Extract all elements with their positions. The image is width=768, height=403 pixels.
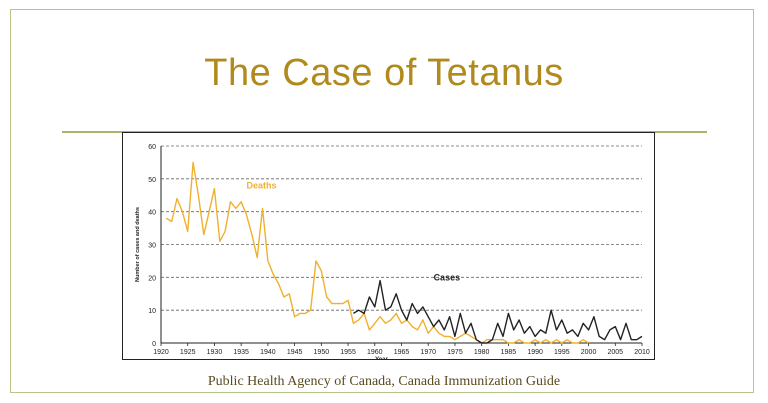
x-tick-label: 1975: [447, 349, 463, 356]
y-tick-label: 10: [148, 308, 156, 315]
y-tick-label: 50: [148, 177, 156, 184]
x-tick-label: 1935: [233, 349, 249, 356]
x-tick-label: 1990: [527, 349, 543, 356]
y-tick-label: 0: [152, 341, 156, 348]
x-tick-label: 1980: [474, 349, 490, 356]
x-tick-label: 1925: [180, 349, 196, 356]
x-tick-label: 1955: [340, 349, 356, 356]
x-tick-label: 1985: [501, 349, 517, 356]
y-axis-label: Number of cases and deaths: [135, 207, 141, 282]
series-label-deaths: Deaths: [247, 181, 277, 191]
x-tick-label: 2010: [634, 349, 650, 356]
x-tick-label: 1960: [367, 349, 383, 356]
y-tick-label: 40: [148, 210, 156, 217]
y-tick-label: 60: [148, 144, 156, 151]
source-citation: Public Health Agency of Canada, Canada I…: [207, 374, 561, 389]
x-tick-label: 1940: [260, 349, 276, 356]
chart-panel: 0 10 20 30 40 50 60 1920 1925 1930 1935 1940 1945 195…: [122, 132, 655, 363]
series-line-deaths: [165, 161, 589, 344]
slide-title: The Case of Tetanus: [204, 52, 564, 94]
x-axis-label: Year: [375, 357, 388, 359]
x-tick-label: 2005: [607, 349, 623, 356]
slide-frame: [10, 9, 754, 393]
x-tick-label: 1920: [153, 349, 169, 356]
x-tick-label: 2000: [581, 349, 597, 356]
x-tick-label: 1970: [420, 349, 436, 356]
series-line-cases: [353, 279, 643, 344]
x-tick-label: 1945: [287, 349, 303, 356]
line-chart: 0 10 20 30 40 50 60 1920 1925 1930 1935 1940 1945 195…: [135, 144, 650, 363]
y-tick-label: 30: [148, 243, 156, 250]
series-label-cases: Cases: [434, 273, 461, 283]
x-tick-label: 1965: [394, 349, 410, 356]
x-tick-label: 1930: [207, 349, 223, 356]
x-tick-label: 1950: [314, 349, 330, 356]
x-tick-label: 1995: [554, 349, 570, 356]
y-tick-label: 20: [148, 275, 156, 282]
